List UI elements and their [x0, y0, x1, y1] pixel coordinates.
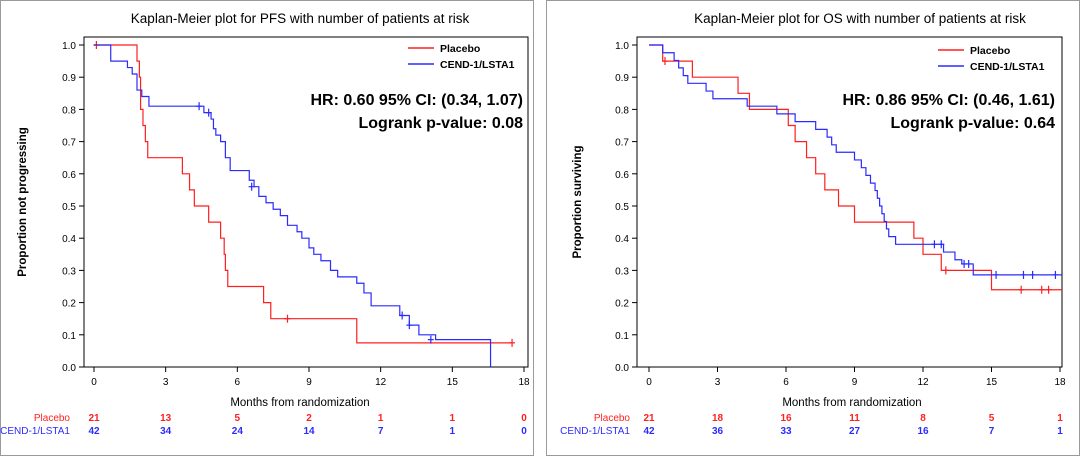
x-tick-label: 15	[447, 377, 459, 388]
y-tick-label: 0.2	[62, 299, 76, 310]
at-risk-count: 2	[306, 413, 312, 424]
x-tick-label: 6	[783, 377, 789, 388]
y-tick-label: 0.9	[615, 73, 629, 84]
y-tick-label: 0.9	[62, 73, 76, 84]
y-tick-label: 0.2	[615, 299, 629, 310]
x-tick-label: 3	[715, 377, 721, 388]
km-curve-active	[649, 44, 1062, 276]
series-active	[94, 44, 492, 367]
at-risk-count: 33	[780, 426, 792, 437]
legend-label-active: CEND-1/LSTA1	[970, 61, 1045, 73]
y-tick-label: 0.4	[615, 234, 629, 245]
x-tick-label: 0	[91, 377, 97, 388]
y-tick-label: 0.8	[62, 105, 76, 116]
y-tick-label: 0.5	[615, 202, 629, 213]
hr-annotation: HR: 0.60 95% CI: (0.34, 1.07)	[310, 92, 523, 109]
at-risk-count: 7	[989, 426, 995, 437]
legend-label-placebo: Placebo	[440, 43, 480, 55]
at-risk-count: 5	[235, 413, 241, 424]
pfs-chart: Kaplan-Meier plot for PFS with number of…	[0, 0, 534, 456]
y-tick-label: 0.0	[62, 363, 76, 374]
y-tick-label: 0.3	[615, 266, 629, 277]
chart-title: Kaplan-Meier plot for OS with number of …	[694, 11, 1026, 26]
x-axis-label: Months from randomization	[230, 397, 369, 409]
at-risk-count: 1	[450, 426, 456, 437]
y-tick-label: 0.6	[615, 170, 629, 181]
os-panel: Kaplan-Meier plot for OS with number of …	[546, 0, 1080, 456]
x-tick-label: 12	[375, 377, 387, 388]
y-tick-label: 0.0	[615, 363, 629, 374]
at-risk-label-active: CEND-1/LSTA1	[560, 426, 630, 437]
y-tick-label: 0.8	[615, 105, 629, 116]
y-tick-label: 1.0	[62, 41, 76, 52]
x-axis-label: Months from randomization	[782, 397, 921, 409]
at-risk-count: 21	[88, 413, 100, 424]
at-risk-count: 0	[521, 413, 527, 424]
series-active	[649, 44, 1062, 279]
x-tick-label: 18	[518, 377, 530, 388]
at-risk-count: 16	[780, 413, 792, 424]
x-tick-label: 15	[986, 377, 998, 388]
plot-area	[83, 36, 529, 368]
at-risk-count: 14	[303, 426, 315, 437]
y-tick-label: 0.4	[62, 234, 76, 245]
x-tick-label: 0	[646, 377, 652, 388]
at-risk-count: 0	[521, 426, 527, 437]
x-tick-label: 9	[852, 377, 858, 388]
logrank-annotation: Logrank p-value: 0.08	[359, 115, 524, 132]
hr-annotation: HR: 0.86 95% CI: (0.46, 1.61)	[842, 92, 1055, 109]
at-risk-count: 27	[849, 426, 861, 437]
km-curve-active	[94, 44, 492, 367]
y-tick-label: 0.6	[62, 170, 76, 181]
legend-label-placebo: Placebo	[970, 45, 1010, 57]
at-risk-count: 34	[160, 426, 172, 437]
at-risk-count: 24	[232, 426, 244, 437]
y-tick-label: 0.7	[615, 138, 629, 149]
at-risk-label-placebo: Placebo	[34, 413, 71, 424]
legend-label-active: CEND-1/LSTA1	[440, 59, 515, 71]
series-placebo	[649, 44, 1062, 294]
at-risk-count: 1	[1057, 413, 1063, 424]
at-risk-count: 1	[450, 413, 456, 424]
series-placebo	[93, 41, 516, 347]
at-risk-count: 42	[643, 426, 655, 437]
at-risk-count: 8	[920, 413, 926, 424]
at-risk-count: 42	[88, 426, 100, 437]
y-axis-label: Proportion surviving	[572, 145, 584, 258]
km-curve-placebo	[649, 44, 1062, 291]
at-risk-label-active: CEND-1/LSTA1	[0, 426, 70, 437]
y-tick-label: 1.0	[615, 41, 629, 52]
at-risk-count: 1	[378, 413, 384, 424]
x-tick-label: 12	[917, 377, 929, 388]
x-tick-label: 3	[163, 377, 169, 388]
x-tick-label: 6	[235, 377, 241, 388]
y-tick-label: 0.1	[62, 331, 76, 342]
os-chart: Kaplan-Meier plot for OS with number of …	[546, 0, 1080, 456]
at-risk-count: 13	[160, 413, 172, 424]
x-tick-label: 18	[1054, 377, 1066, 388]
y-tick-label: 0.5	[62, 202, 76, 213]
at-risk-count: 21	[643, 413, 655, 424]
pfs-panel: Kaplan-Meier plot for PFS with number of…	[0, 0, 534, 456]
chart-title: Kaplan-Meier plot for PFS with number of…	[131, 11, 470, 26]
at-risk-count: 1	[1057, 426, 1063, 437]
at-risk-count: 7	[378, 426, 384, 437]
x-tick-label: 9	[306, 377, 312, 388]
at-risk-count: 5	[989, 413, 995, 424]
plot-area	[636, 36, 1063, 368]
at-risk-count: 16	[917, 426, 929, 437]
at-risk-count: 11	[849, 413, 860, 424]
y-tick-label: 0.1	[615, 331, 629, 342]
logrank-annotation: Logrank p-value: 0.64	[891, 115, 1056, 132]
y-tick-label: 0.7	[62, 138, 76, 149]
y-tick-label: 0.3	[62, 266, 76, 277]
km-curve-placebo	[94, 44, 513, 344]
y-axis-label: Proportion not progressing	[17, 127, 29, 277]
at-risk-count: 36	[712, 426, 724, 437]
at-risk-label-placebo: Placebo	[594, 413, 631, 424]
at-risk-count: 18	[712, 413, 724, 424]
